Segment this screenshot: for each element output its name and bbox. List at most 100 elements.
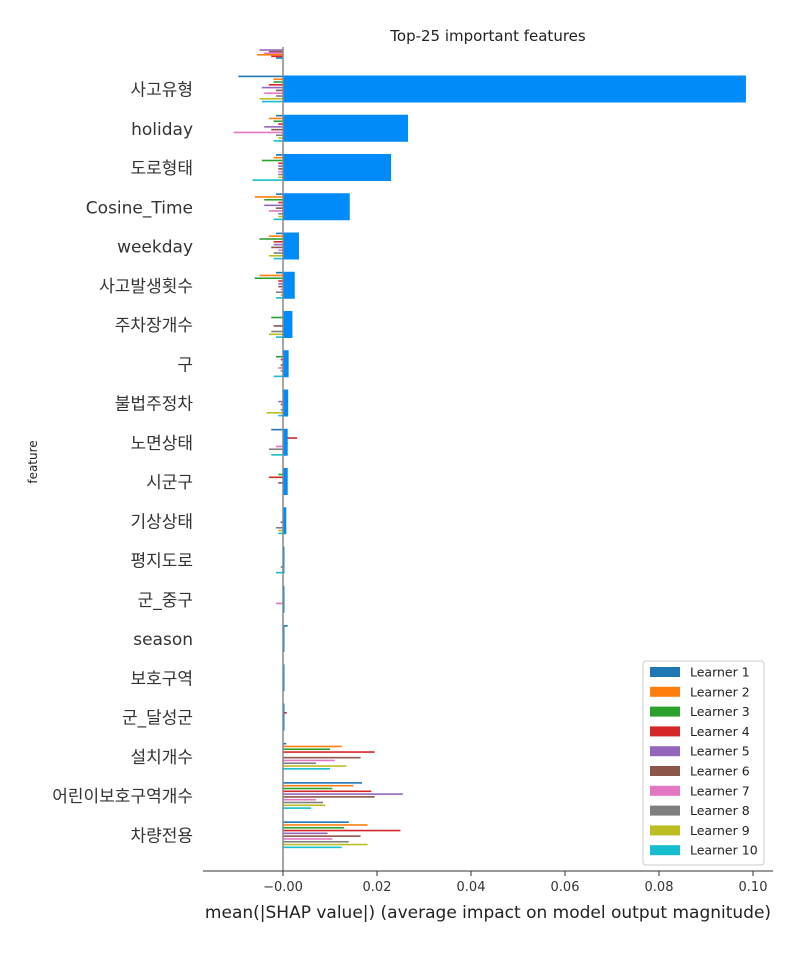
legend-swatch	[650, 746, 680, 757]
learner-bar-1	[271, 428, 283, 431]
learner-bar-10	[275, 297, 283, 299]
y-axis-label: feature	[26, 440, 40, 483]
mean-importance-bar	[283, 193, 350, 221]
learner-bar-3	[278, 473, 283, 476]
feature-label: 설치개수	[130, 748, 193, 768]
learner-bar-8	[275, 526, 283, 529]
learner-bar-3	[271, 316, 283, 319]
learner-bar-10	[271, 454, 283, 456]
learner-bar-4	[278, 280, 283, 282]
feature-label: 기상상태	[130, 512, 193, 532]
feature-label: 사고유형	[130, 81, 193, 101]
learner-bar-8	[275, 95, 283, 97]
mean-importance-bar	[283, 428, 288, 456]
legend-swatch	[650, 845, 680, 856]
learner-bar-4	[283, 751, 375, 753]
learner-bar-7	[275, 445, 283, 448]
learner-bar-9	[283, 804, 326, 807]
feature-label: 노면상태	[130, 434, 193, 454]
bars-layer	[233, 49, 746, 849]
learner-bar-3	[254, 277, 283, 280]
learner-bar-9	[268, 333, 283, 336]
legend-swatch	[650, 686, 680, 697]
legend-label: Learner 1	[690, 665, 750, 680]
feature-label: 차량전용	[130, 826, 193, 846]
stray-learner-bar	[275, 57, 283, 59]
learner-bar-7	[280, 288, 283, 291]
legend-swatch	[650, 805, 680, 816]
learner-bar-7	[264, 92, 283, 94]
learner-bar-6	[278, 482, 283, 484]
learner-bar-2	[273, 156, 283, 159]
learner-bar-9	[283, 843, 368, 846]
learner-bar-4	[278, 201, 283, 204]
learner-bar-10	[273, 140, 283, 142]
learner-bar-9	[283, 765, 347, 767]
learner-bar-8	[271, 330, 283, 333]
learner-bar-6	[275, 207, 283, 209]
legend-swatch	[650, 766, 680, 776]
learner-bar-5	[261, 86, 283, 89]
learner-bar-3	[283, 826, 345, 829]
legend: Learner 1 Learner 2 Learner 3 Learner 4 Lear…	[642, 660, 765, 866]
learner-bar-1	[275, 193, 283, 195]
learner-bar-8	[278, 212, 283, 215]
learner-bar-3	[259, 238, 283, 240]
learner-bar-4	[278, 162, 283, 165]
learner-bar-3	[261, 159, 283, 162]
learner-bar-3	[275, 355, 283, 358]
learner-bar-10	[275, 571, 283, 574]
mean-importance-bar	[283, 350, 289, 378]
learner-bar-4	[278, 123, 283, 125]
learner-bar-1	[283, 821, 349, 823]
learner-bar-2	[283, 784, 354, 787]
feature-label: season	[133, 630, 193, 650]
learner-bar-6	[283, 756, 361, 759]
mean-importance-bar	[283, 311, 293, 338]
learner-bar-8	[280, 369, 283, 372]
learner-bar-10	[275, 336, 283, 338]
learner-bar-5	[264, 204, 283, 207]
legend-swatch	[650, 667, 680, 677]
learner-bar-10	[283, 807, 312, 809]
legend-swatch	[650, 785, 680, 796]
learner-bar-6	[278, 168, 283, 170]
x-tick-label: 0.04	[457, 880, 486, 895]
learner-bar-7	[283, 838, 333, 840]
learner-bar-8	[283, 762, 316, 765]
learner-bar-5	[278, 283, 283, 285]
legend-label: Learner 6	[690, 764, 750, 779]
learner-bar-6	[280, 403, 283, 406]
learner-bar-10	[252, 179, 283, 181]
learner-bar-8	[283, 840, 349, 843]
learner-bar-7	[283, 798, 316, 801]
learner-bar-6	[275, 89, 283, 92]
learner-bar-1	[283, 782, 362, 784]
feature-label: 사고발생횟수	[99, 277, 193, 297]
x-tick-label: 0.06	[551, 880, 580, 895]
learner-bar-1	[238, 75, 283, 78]
learner-bar-8	[280, 409, 283, 411]
learner-bar-3	[273, 120, 283, 123]
learner-bar-5	[283, 793, 403, 795]
learner-bar-2	[283, 824, 368, 826]
learner-bar-6	[283, 796, 375, 798]
learner-bar-6	[280, 521, 283, 523]
chart-title: Top-25 important features	[389, 27, 586, 45]
mean-importance-bar	[283, 271, 295, 299]
legend-label: Learner 7	[690, 783, 750, 798]
learner-bar-9	[259, 98, 283, 100]
learner-bar-9	[278, 215, 283, 218]
learner-bar-10	[283, 768, 330, 770]
feature-label: 군_중구	[138, 591, 193, 611]
legend-label: Learner 10	[690, 843, 758, 858]
learner-bar-10	[278, 414, 283, 417]
learner-bar-9	[266, 412, 283, 414]
learner-bar-8	[273, 252, 283, 254]
legend-label: Learner 4	[690, 724, 750, 739]
learner-bar-4	[280, 358, 283, 361]
learner-bar-2	[268, 117, 283, 120]
